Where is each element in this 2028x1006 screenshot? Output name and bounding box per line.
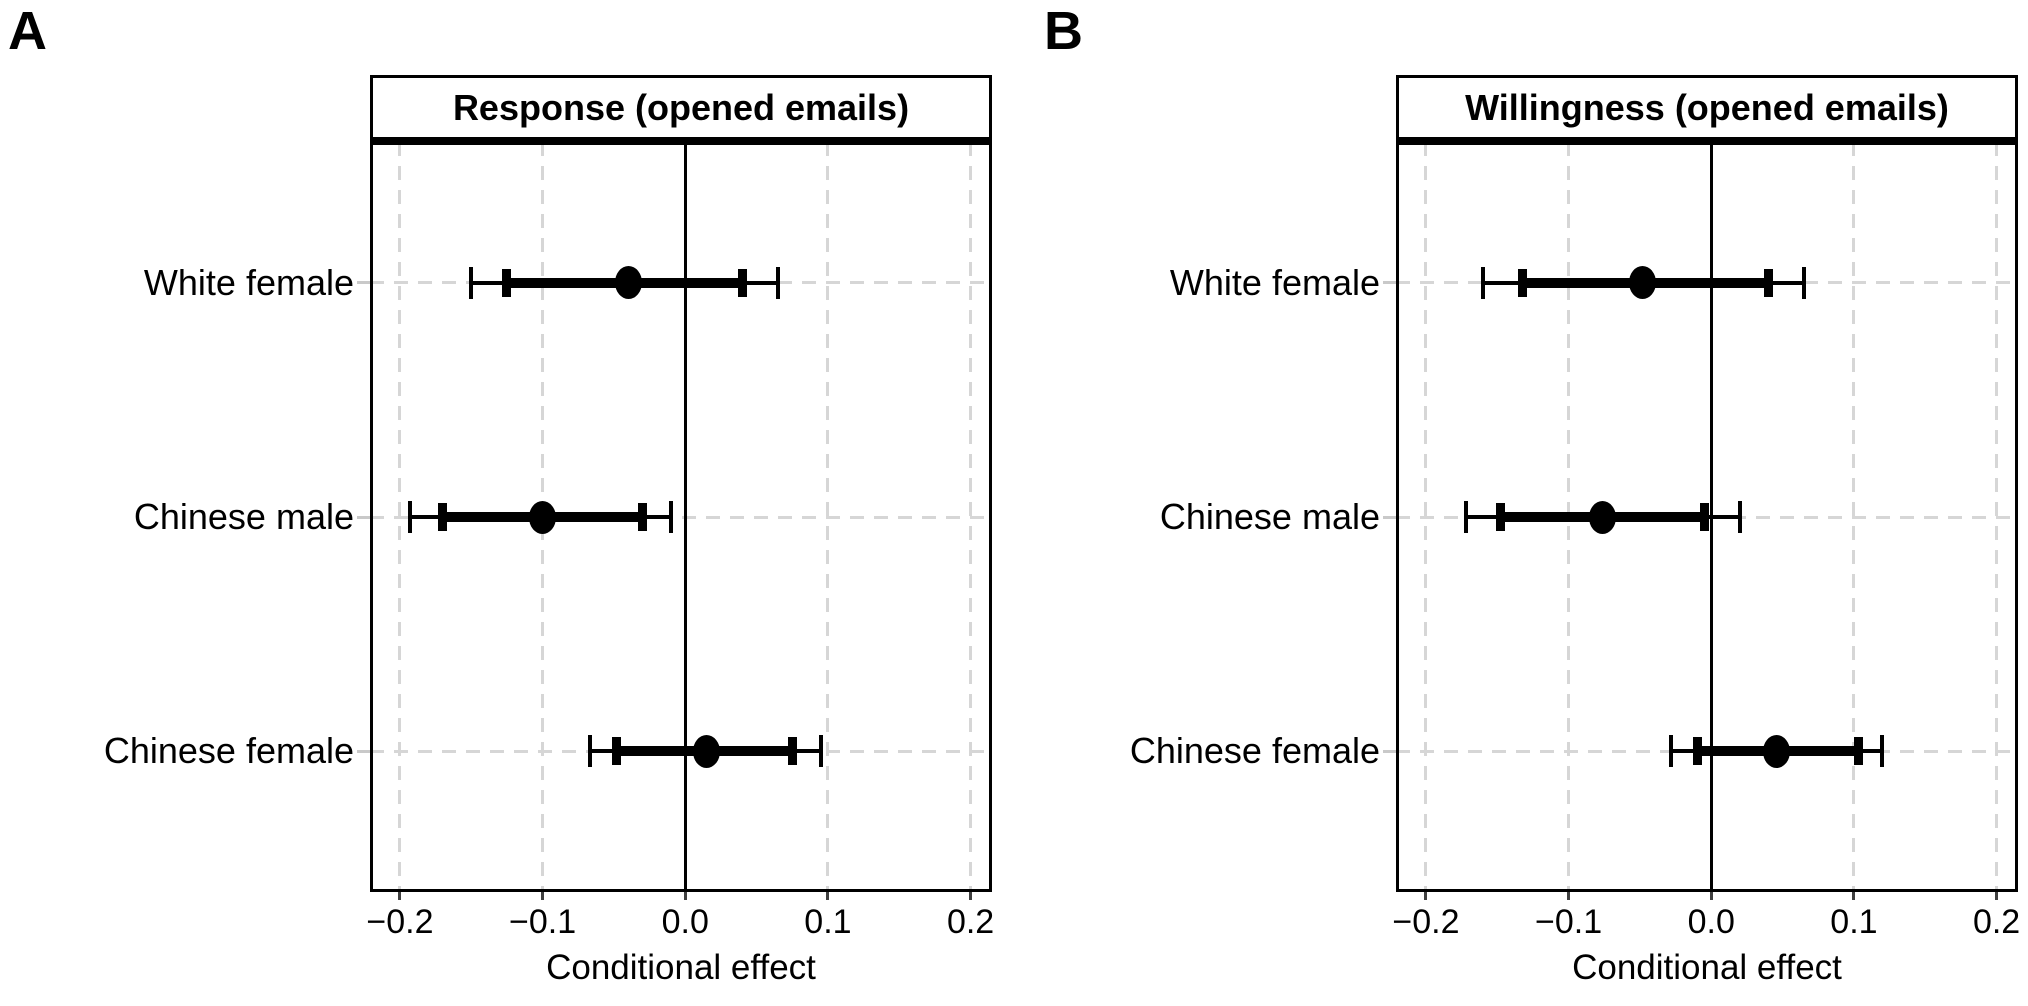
y-axis-tick xyxy=(1383,281,1396,285)
inner-interval-tick xyxy=(438,503,448,531)
panel-b-letter: B xyxy=(1044,1,1083,61)
x-tick-label: 0.1 xyxy=(804,903,852,941)
outer-interval-cap xyxy=(1481,266,1486,299)
x-axis-tick xyxy=(969,892,973,900)
point-estimate xyxy=(529,500,557,534)
point-estimate xyxy=(1589,500,1617,534)
x-tick-label: 0.0 xyxy=(661,903,709,941)
inner-interval-tick xyxy=(1853,737,1863,766)
panel-b-title-strip: Willingness (opened emails) xyxy=(1396,75,2018,142)
zero-reference-line xyxy=(683,142,687,892)
panel-b-title: Willingness (opened emails) xyxy=(1465,86,1949,128)
category-label: Chinese female xyxy=(103,730,354,772)
y-axis-tick xyxy=(1383,749,1396,753)
x-tick-label: −0.1 xyxy=(509,903,577,941)
category-label: Chinese male xyxy=(1159,496,1380,537)
inner-interval-tick xyxy=(1518,268,1528,297)
outer-interval-cap xyxy=(1737,501,1742,533)
outer-interval-cap xyxy=(1463,501,1468,533)
inner-interval-tick xyxy=(787,737,797,766)
panel-b-plot-area xyxy=(1396,142,2018,892)
outer-interval-cap xyxy=(1880,735,1885,768)
point-estimate xyxy=(1629,266,1657,300)
outer-interval-cap xyxy=(669,501,673,533)
panel-a-title: Response (opened emails) xyxy=(452,86,910,128)
x-axis-tick xyxy=(683,892,687,900)
inner-interval-tick xyxy=(1495,503,1505,531)
inner-interval-tick xyxy=(1692,737,1702,766)
outer-interval-cap xyxy=(1669,735,1674,768)
panel-a-x-axis-title: Conditional effect xyxy=(546,948,816,987)
outer-interval-cap xyxy=(818,735,823,768)
panel-a-letter: A xyxy=(8,1,47,61)
x-axis-tick xyxy=(541,892,545,900)
category-label: Chinese male xyxy=(133,496,354,537)
y-axis-tick xyxy=(357,515,370,519)
inner-interval-tick xyxy=(1763,268,1773,297)
point-estimate xyxy=(693,734,721,768)
outer-interval-cap xyxy=(407,501,412,533)
y-axis-tick xyxy=(1383,515,1396,519)
inner-interval-tick xyxy=(502,268,512,297)
x-tick-label: −0.1 xyxy=(1535,903,1603,941)
x-tick-label: 0.2 xyxy=(1972,903,2021,941)
y-axis-tick xyxy=(357,281,370,285)
inner-interval-tick xyxy=(737,268,747,297)
x-axis-tick xyxy=(1567,892,1571,900)
x-axis-tick xyxy=(1709,892,1713,900)
x-axis-tick xyxy=(1852,892,1856,900)
panel-b-x-axis-title: Conditional effect xyxy=(1572,948,1842,987)
inner-interval-tick xyxy=(1699,503,1709,531)
category-label: White female xyxy=(1169,261,1380,303)
horizontal-gridline xyxy=(370,515,992,519)
category-label: White female xyxy=(143,261,354,303)
inner-interval-tick xyxy=(612,737,622,766)
inner-interval-tick xyxy=(637,503,647,531)
category-label: Chinese female xyxy=(1129,730,1380,772)
outer-interval-cap xyxy=(469,266,474,299)
x-axis-tick xyxy=(826,892,830,900)
panel-a-plot-area xyxy=(370,142,992,892)
point-estimate xyxy=(1763,734,1791,768)
panel-a-title-strip: Response (opened emails) xyxy=(370,75,992,142)
outer-interval-cap xyxy=(1802,266,1806,299)
point-estimate xyxy=(614,266,642,300)
x-tick-label: −0.2 xyxy=(1392,903,1460,941)
outer-interval-cap xyxy=(776,266,780,299)
x-axis-tick xyxy=(1424,892,1428,900)
x-tick-label: 0.2 xyxy=(946,903,995,941)
outer-interval-cap xyxy=(587,735,592,768)
x-axis-tick xyxy=(398,892,402,900)
x-tick-label: 0.0 xyxy=(1687,903,1735,941)
y-axis-tick xyxy=(357,749,370,753)
x-tick-label: −0.2 xyxy=(366,903,434,941)
x-axis-tick xyxy=(1995,892,1999,900)
x-tick-label: 0.1 xyxy=(1830,903,1878,941)
